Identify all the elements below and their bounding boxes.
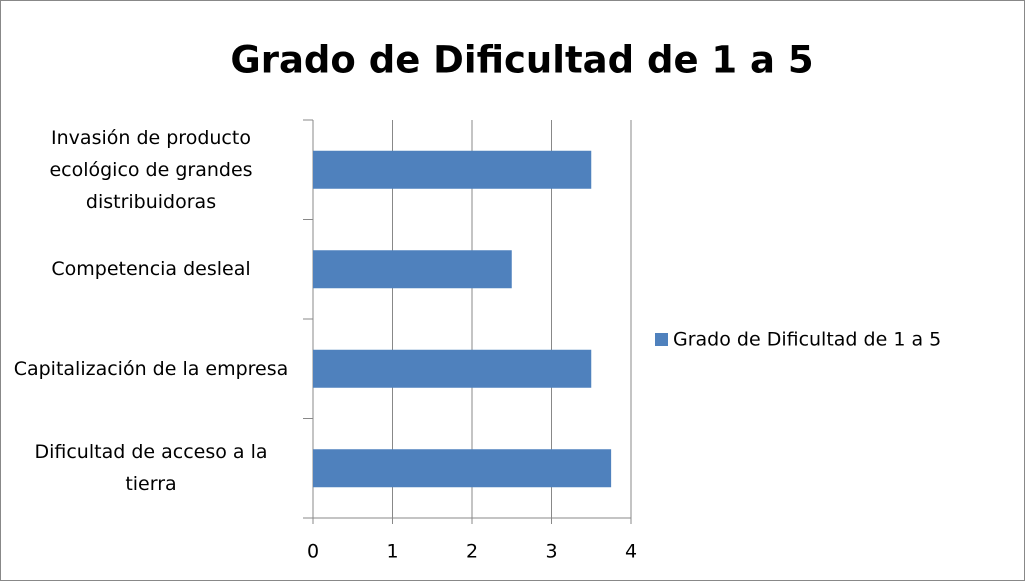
- legend-swatch: [655, 333, 668, 346]
- legend-label: Grado de Dificultad de 1 a 5: [673, 329, 941, 351]
- bar: [313, 349, 592, 388]
- x-tick-label: 0: [307, 541, 319, 563]
- bar: [313, 449, 612, 488]
- x-tick-label: 4: [625, 541, 637, 563]
- y-tick-label: Dificultad de acceso a la tierra: [34, 441, 268, 496]
- y-tick-label: Capitalización de la empresa: [13, 357, 289, 380]
- y-tick-label: Competencia desleal: [51, 258, 251, 281]
- x-tick-label: 1: [386, 541, 398, 563]
- x-tick-label: 3: [545, 541, 557, 563]
- bar: [313, 250, 512, 289]
- bar: [313, 150, 592, 189]
- chart-title: Grado de Dificultad de 1 a 5: [230, 39, 813, 82]
- x-tick-label: 2: [466, 541, 478, 563]
- y-tick-label: Invasión de producto ecológico de grande…: [49, 126, 253, 213]
